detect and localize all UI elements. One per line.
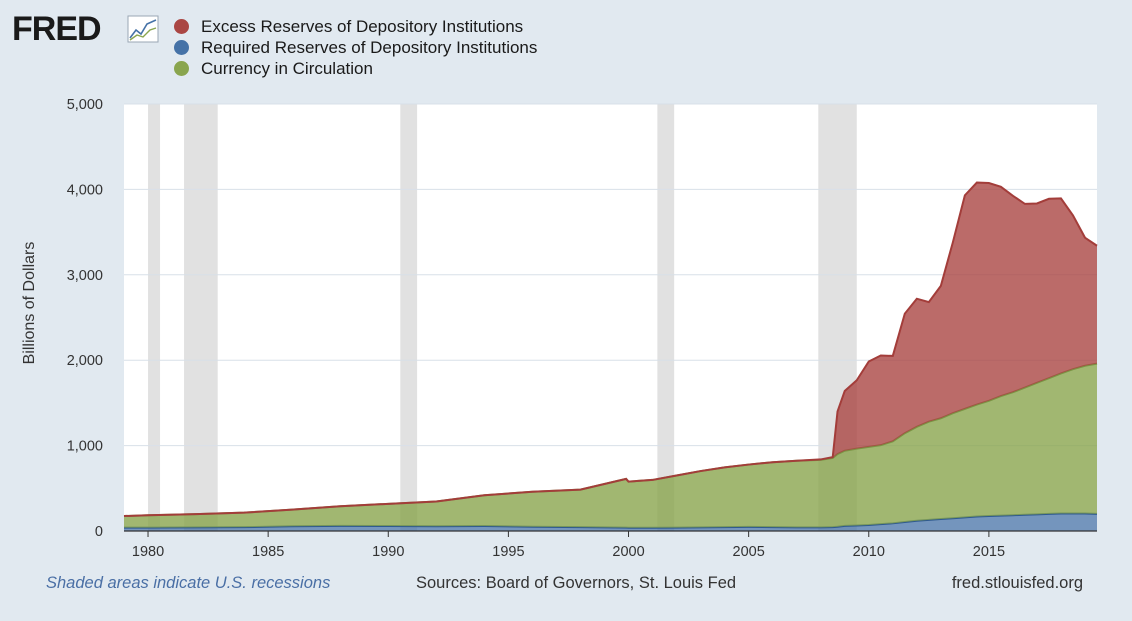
fred-logo-text: FRED xyxy=(12,10,101,48)
sources-note: Sources: Board of Governors, St. Louis F… xyxy=(416,574,737,592)
fred-logo: FRED xyxy=(12,10,159,48)
legend-dot-excess-reserves xyxy=(174,19,189,34)
x-tick-label: 1995 xyxy=(492,544,524,560)
area-currency-in-circulation xyxy=(124,363,1097,528)
legend-item-excess-reserves[interactable]: Excess Reserves of Depository Institutio… xyxy=(174,16,537,37)
x-tick-label: 2010 xyxy=(853,544,885,560)
legend-dot-currency xyxy=(174,61,189,76)
line-excess-reserves xyxy=(123,181,1098,518)
y-tick-label: 0 xyxy=(95,524,103,540)
y-tick-label: 4,000 xyxy=(67,182,103,198)
y-tick-label: 5,000 xyxy=(67,97,103,113)
legend-label: Currency in Circulation xyxy=(201,58,373,78)
x-tick-label: 1990 xyxy=(372,544,404,560)
site-link[interactable]: fred.stlouisfed.org xyxy=(951,574,1083,592)
x-tick-label: 2005 xyxy=(733,544,765,560)
legend-dot-required-reserves xyxy=(174,40,189,55)
x-tick-label: 1980 xyxy=(132,544,164,560)
legend-label: Excess Reserves of Depository Institutio… xyxy=(201,16,524,36)
y-tick-label: 1,000 xyxy=(67,439,103,455)
x-tick-label: 2015 xyxy=(973,544,1005,560)
recessions-note: Shaded areas indicate U.S. recessions xyxy=(46,574,331,592)
x-tick-label: 1985 xyxy=(252,544,284,560)
recession-band-3 xyxy=(657,104,675,531)
x-tick-label: 2000 xyxy=(612,544,644,560)
y-tick-label: 2,000 xyxy=(67,353,103,369)
recession-band-0 xyxy=(148,104,161,531)
area-excess-reserves xyxy=(124,182,1097,517)
legend-item-currency[interactable]: Currency in Circulation xyxy=(174,58,537,79)
y-tick-label: 3,000 xyxy=(67,268,103,284)
recession-band-1 xyxy=(184,104,218,531)
recession-band-2 xyxy=(400,104,418,531)
legend-item-required-reserves[interactable]: Required Reserves of Depository Institut… xyxy=(174,37,537,58)
fred-line-chart-icon xyxy=(127,15,159,43)
legend-label: Required Reserves of Depository Institut… xyxy=(201,37,538,57)
chart-legend: Excess Reserves of Depository Institutio… xyxy=(174,16,537,79)
